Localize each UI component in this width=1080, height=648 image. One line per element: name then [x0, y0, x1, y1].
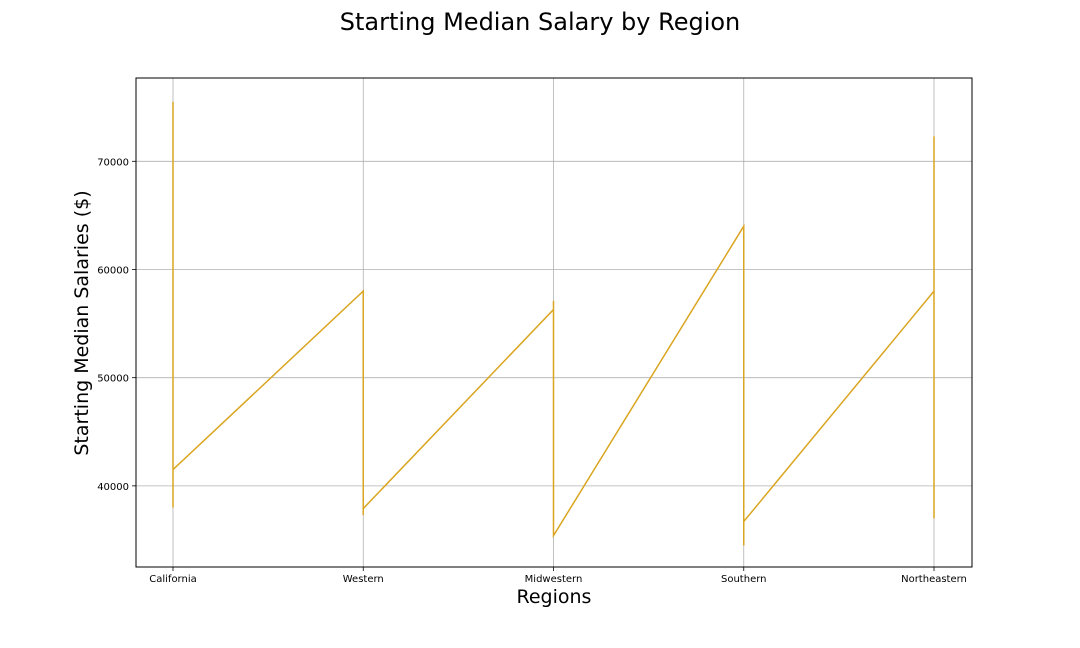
x-tick-label: Western [343, 574, 384, 585]
plot-frame [135, 77, 973, 568]
chart-title: Starting Median Salary by Region [339, 8, 741, 36]
x-tick-label: Northeastern [901, 574, 967, 585]
y-tick-label: 40000 [97, 482, 129, 493]
y-axis-label: Starting Median Salaries ($) [71, 190, 93, 455]
x-axis-label: Regions [517, 586, 592, 608]
x-ticks: California Western Midwestern Southern North… [149, 567, 967, 585]
series-layer [172, 101, 935, 546]
y-tick-label: 60000 [97, 265, 129, 276]
y-ticks: 40000 50000 60000 70000 [97, 157, 136, 493]
y-tick-label: 50000 [97, 374, 129, 385]
series-line [172, 101, 935, 546]
x-tick-label: Midwestern [525, 574, 583, 585]
x-tick-label: Southern [721, 574, 767, 585]
x-tick-label: California [149, 574, 197, 585]
y-tick-label: 70000 [97, 157, 129, 168]
